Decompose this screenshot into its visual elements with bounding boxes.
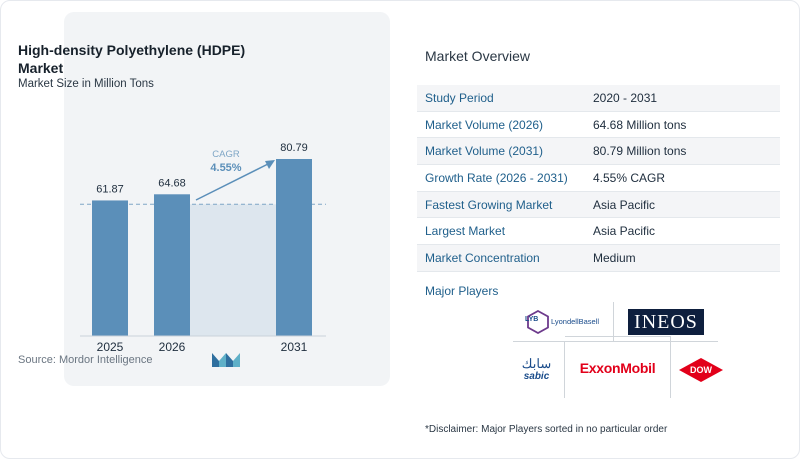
overview-row-value: 80.79 Million tons <box>593 144 687 159</box>
overview-row-label: Market Concentration <box>425 250 540 265</box>
source-note: Source: Mordor Intelligence <box>18 354 153 366</box>
dow-diamond-icon <box>679 358 723 382</box>
ineos-text: INEOS <box>628 308 704 335</box>
overview-row: Largest Market Asia Pacific <box>417 218 780 246</box>
overview-row: Market Volume (2026) 64.68 Million tons <box>417 112 780 139</box>
bar-chart: 61.87 2025 64.68 2026 80.79 2031 CAGR 4.55% <box>80 142 326 354</box>
overview-row: Growth Rate (2026 - 2031) 4.55% CAGR <box>417 165 780 192</box>
overview-row-value: 2020 - 2031 <box>593 90 658 105</box>
dow-logo: DOW <box>671 342 731 398</box>
cagr-label: CAGR <box>212 149 240 160</box>
overview-row-value: 64.68 Million tons <box>593 117 687 132</box>
overview-row-label: Growth Rate (2026 - 2031) <box>425 170 568 185</box>
major-players-title: Major Players <box>425 284 499 298</box>
growth-band <box>190 204 276 336</box>
bar-2026 <box>154 194 190 336</box>
exxonmobil-text: ExxonMobil <box>579 359 656 376</box>
chart-subtitle: Market Size in Million Tons <box>18 78 154 90</box>
sabic-arabic-text: سابك <box>521 356 552 371</box>
overview-row: Market Concentration Medium <box>417 245 780 272</box>
data-label-2031: 80.79 <box>280 142 308 154</box>
sabic-logo: سابك sabic <box>509 342 565 398</box>
overview-row-label: Fastest Growing Market <box>425 197 553 212</box>
overview-title: Market Overview <box>425 48 531 64</box>
bar-2031 <box>276 159 312 336</box>
overview-row-value: Asia Pacific <box>593 197 656 212</box>
overview-row-label: Market Volume (2031) <box>425 144 544 159</box>
lyondellbasell-logo: LYB LyondellBasell <box>513 302 614 342</box>
dow-text: DOW <box>690 365 712 375</box>
overview-row: Market Volume (2031) 80.79 Million tons <box>417 138 780 166</box>
overview-row-value: Medium <box>593 250 636 265</box>
chart-title: High-density Polyethylene (HDPE) Market <box>18 42 246 76</box>
ineos-logo: INEOS <box>614 302 718 342</box>
overview-row-value: Asia Pacific <box>593 224 656 239</box>
x-tick-2026: 2026 <box>159 340 186 354</box>
overview-row-value: 4.55% CAGR <box>593 170 666 185</box>
exxonmobil-logo: ExxonMobil <box>565 336 671 398</box>
sabic-text: sabic <box>523 371 550 382</box>
x-tick-2031: 2031 <box>281 340 308 354</box>
data-label-2026: 64.68 <box>158 177 186 189</box>
x-tick-2025: 2025 <box>97 340 124 354</box>
lyb-name: LyondellBasell <box>550 317 600 326</box>
overview-row: Study Period 2020 - 2031 <box>417 85 780 112</box>
cagr-arrow-head <box>265 160 275 169</box>
cagr-value: 4.55% <box>210 162 241 174</box>
overview-row-label: Study Period <box>425 90 494 105</box>
disclaimer: *Disclaimer: Major Players sorted in no … <box>425 424 668 435</box>
overview-row-label: Largest Market <box>425 224 506 239</box>
mordor-intelligence-logo <box>212 353 240 367</box>
data-label-2025: 61.87 <box>96 183 124 195</box>
bar-2025 <box>92 200 128 336</box>
overview-table: Study Period 2020 - 2031 Market Volume (20… <box>417 85 780 272</box>
overview-row-label: Market Volume (2026) <box>425 117 544 132</box>
overview-row: Fastest Growing Market Asia Pacific <box>417 191 780 219</box>
cagr-arrow-line <box>195 162 271 201</box>
lyb-mark: LYB <box>525 316 539 323</box>
lyb-hexagon-icon <box>527 309 549 334</box>
